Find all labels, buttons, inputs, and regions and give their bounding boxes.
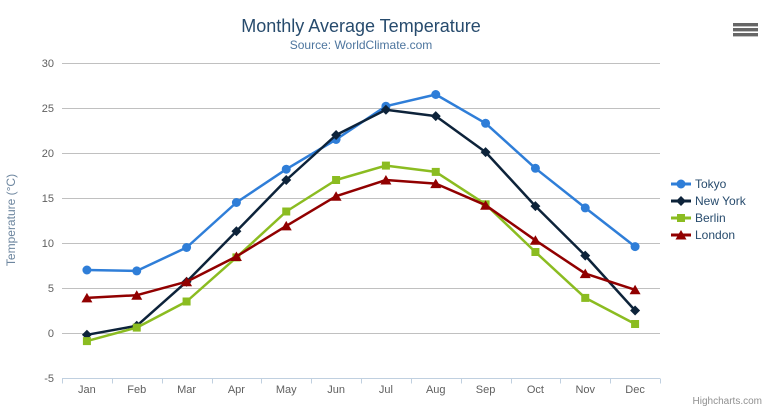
- data-point-marker-tokyo[interactable]: [82, 265, 92, 275]
- data-point-marker-tokyo[interactable]: [530, 163, 540, 173]
- series-group: [81, 90, 641, 346]
- series-new-york: [81, 104, 641, 340]
- legend-label: London: [695, 228, 735, 242]
- data-point-marker-tokyo[interactable]: [132, 266, 142, 276]
- data-point-marker-tokyo[interactable]: [431, 90, 441, 99]
- data-point-marker-berlin[interactable]: [631, 320, 640, 328]
- chart-subtitle: Source: WorldClimate.com: [290, 38, 433, 52]
- menu-bar: [733, 28, 758, 32]
- y-axis-labels-group: -5 0 5 10 15 20 25 30: [42, 58, 54, 385]
- export-menu-button[interactable]: [728, 17, 762, 41]
- data-point-marker-new-york[interactable]: [480, 147, 491, 158]
- data-point-marker-london[interactable]: [330, 191, 342, 201]
- x-axis-tick-label: Sep: [476, 384, 496, 396]
- legend-item-berlin[interactable]: Berlin: [671, 211, 726, 225]
- square-legend-icon: [677, 214, 685, 222]
- legend-item-london[interactable]: London: [671, 228, 735, 242]
- data-point-marker-london[interactable]: [280, 220, 292, 231]
- data-point-marker-berlin[interactable]: [581, 293, 590, 302]
- series-line-london: [85, 178, 637, 300]
- series-tokyo: [82, 90, 640, 276]
- y-axis-tick-label: 20: [42, 148, 54, 160]
- series-london: [81, 175, 641, 303]
- data-point-marker-london[interactable]: [579, 268, 591, 279]
- data-point-marker-tokyo[interactable]: [481, 118, 491, 128]
- x-axis-labels-group: Jan Feb Mar Apr May Jun Jul Aug Sep Oct Nov Dec: [78, 384, 645, 396]
- triangle-legend-icon: [675, 230, 687, 240]
- data-point-marker-new-york[interactable]: [380, 104, 391, 115]
- legend-label: Berlin: [695, 211, 726, 225]
- data-point-marker-berlin[interactable]: [531, 248, 540, 256]
- data-point-marker-berlin[interactable]: [282, 207, 291, 216]
- data-point-marker-berlin[interactable]: [431, 167, 440, 176]
- data-point-marker-berlin[interactable]: [82, 337, 91, 346]
- x-axis-tick-label: Jun: [327, 384, 345, 396]
- x-axis-tick-label: Apr: [228, 384, 245, 396]
- y-axis-tick-label: 5: [48, 283, 54, 295]
- legend-label: New York: [695, 194, 747, 208]
- y-axis-tick-label: 30: [42, 58, 54, 70]
- series-line-new-york: [85, 108, 637, 337]
- x-axis-tick-label: Feb: [127, 384, 146, 396]
- y-axis-title: Temperature (°C): [4, 174, 18, 266]
- data-point-marker-london[interactable]: [181, 276, 193, 287]
- menu-bar: [733, 23, 758, 27]
- data-point-marker-london[interactable]: [430, 178, 442, 189]
- credits-link[interactable]: Highcharts.com: [693, 396, 762, 407]
- series-line-berlin: [85, 164, 637, 343]
- y-axis-tick-label: -5: [44, 373, 54, 385]
- y-axis-tick-label: 10: [42, 238, 54, 250]
- x-axis-tick-label: Jan: [78, 384, 96, 396]
- data-point-marker-tokyo[interactable]: [580, 203, 590, 213]
- data-point-marker-tokyo[interactable]: [231, 198, 241, 207]
- x-axis-tick-label: Jul: [379, 384, 393, 396]
- x-axis-tick-label: Dec: [625, 384, 645, 396]
- data-point-marker-new-york[interactable]: [231, 226, 242, 237]
- legend: Tokyo New York Berlin London: [671, 177, 747, 242]
- data-point-marker-london[interactable]: [629, 284, 641, 295]
- y-axis-tick-label: 0: [48, 328, 54, 340]
- x-axis-tick-label: May: [276, 384, 297, 396]
- data-point-marker-tokyo[interactable]: [281, 164, 291, 174]
- hamburger-menu-icon: [733, 23, 758, 37]
- data-point-marker-london[interactable]: [380, 175, 392, 185]
- x-axis-tick-label: Nov: [575, 384, 595, 396]
- data-point-marker-new-york[interactable]: [281, 175, 292, 185]
- data-point-marker-berlin[interactable]: [381, 161, 390, 170]
- x-axis-group: [62, 378, 661, 384]
- data-point-marker-berlin[interactable]: [182, 297, 191, 306]
- data-point-marker-london[interactable]: [529, 235, 541, 245]
- data-point-marker-tokyo[interactable]: [182, 243, 192, 252]
- series-line-tokyo: [85, 93, 637, 273]
- data-point-marker-new-york[interactable]: [430, 111, 441, 122]
- legend-item-tokyo[interactable]: Tokyo: [671, 177, 727, 191]
- data-point-marker-london[interactable]: [230, 251, 242, 262]
- x-axis-tick-label: Oct: [527, 384, 544, 396]
- data-point-marker-new-york[interactable]: [580, 250, 591, 261]
- legend-label: Tokyo: [695, 177, 727, 191]
- data-point-marker-london[interactable]: [131, 290, 143, 300]
- data-point-marker-new-york[interactable]: [331, 130, 342, 140]
- data-point-marker-london[interactable]: [480, 200, 492, 210]
- data-point-marker-berlin[interactable]: [132, 323, 141, 332]
- chart-title: Monthly Average Temperature: [241, 16, 480, 36]
- data-point-marker-london[interactable]: [81, 292, 93, 303]
- y-gridlines-group: [62, 63, 660, 379]
- data-point-marker-berlin[interactable]: [332, 176, 341, 184]
- x-axis-tick-label: Aug: [426, 384, 446, 396]
- data-point-marker-new-york[interactable]: [630, 305, 641, 316]
- circle-legend-icon: [676, 179, 686, 189]
- y-axis-tick-label: 25: [42, 103, 54, 115]
- diamond-legend-icon: [676, 196, 686, 206]
- legend-item-new-york[interactable]: New York: [671, 194, 747, 208]
- data-point-marker-tokyo[interactable]: [630, 242, 640, 252]
- menu-bar: [733, 33, 758, 37]
- y-axis-tick-label: 15: [42, 193, 54, 205]
- x-axis-tick-label: Mar: [177, 384, 196, 396]
- data-point-marker-new-york[interactable]: [530, 201, 541, 212]
